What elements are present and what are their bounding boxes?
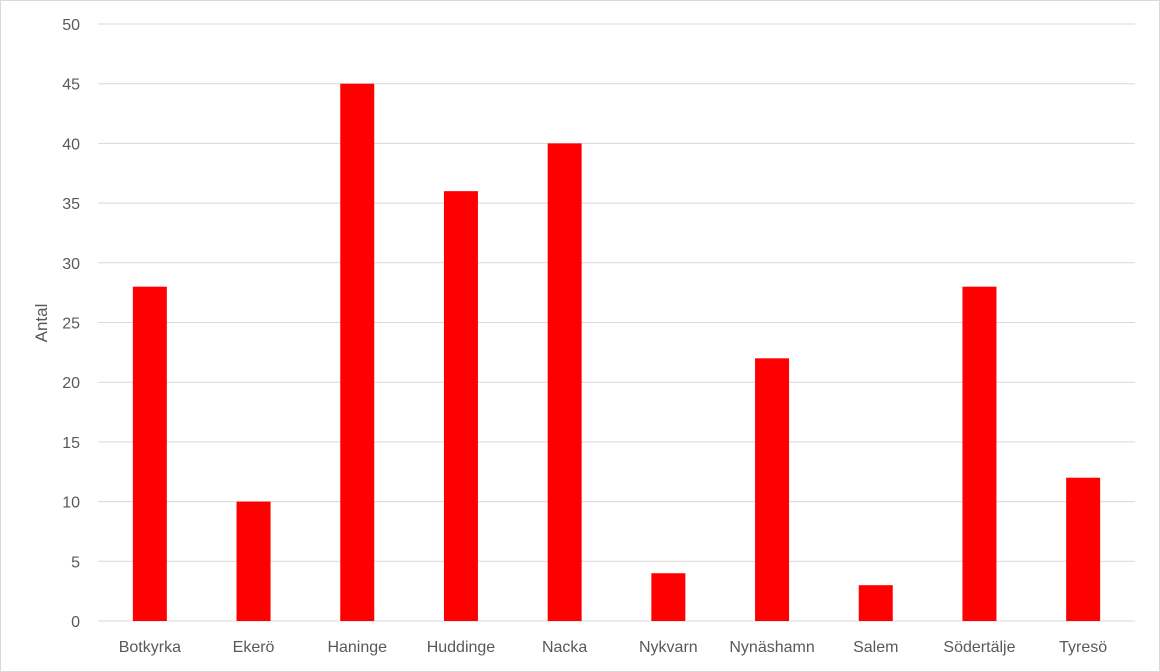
y-tick-label: 20 xyxy=(62,375,80,392)
y-tick-label: 5 xyxy=(71,554,80,571)
bar-salem xyxy=(858,585,893,621)
y-axis-label: Antal xyxy=(32,304,51,343)
y-tick-label: 50 xyxy=(62,17,80,34)
y-tick-label: 45 xyxy=(62,77,80,94)
bar-botkyrka xyxy=(132,286,167,621)
x-tick-label: Haninge xyxy=(327,639,387,656)
y-tick-label: 0 xyxy=(71,614,80,631)
bar-ekerö xyxy=(236,501,271,621)
x-tick-label: Tyresö xyxy=(1059,639,1107,656)
x-tick-label: Ekerö xyxy=(233,639,275,656)
bar-haninge xyxy=(340,83,375,621)
y-tick-label: 30 xyxy=(62,256,80,273)
x-tick-label: Nacka xyxy=(542,639,587,656)
x-tick-label: Botkyrka xyxy=(119,639,181,656)
x-tick-label: Södertälje xyxy=(943,639,1015,656)
bar-nykvarn xyxy=(651,573,686,621)
bar-nynäshamn xyxy=(755,358,790,621)
bar-nacka xyxy=(547,143,582,621)
x-tick-label: Salem xyxy=(853,639,898,656)
bar-tyresö xyxy=(1066,477,1101,621)
y-tick-label: 15 xyxy=(62,435,80,452)
y-tick-label: 35 xyxy=(62,196,80,213)
y-tick-label: 40 xyxy=(62,136,80,153)
x-tick-label: Nykvarn xyxy=(639,639,698,656)
y-tick-label: 10 xyxy=(62,495,80,512)
y-tick-label: 25 xyxy=(62,316,80,333)
x-tick-label: Nynäshamn xyxy=(729,639,814,656)
bar-södertälje xyxy=(962,286,997,621)
bar-huddinge xyxy=(443,191,478,621)
x-tick-label: Huddinge xyxy=(427,639,496,656)
